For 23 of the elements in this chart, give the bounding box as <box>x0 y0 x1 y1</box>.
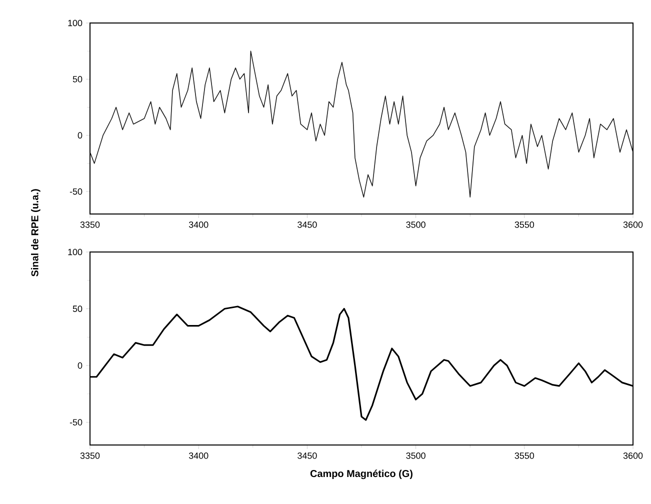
x-tick-label: 3600 <box>623 221 643 228</box>
x-tick-label: 3350 <box>80 452 100 459</box>
y-tick-label: 0 <box>78 132 82 139</box>
x-axis-title: Campo Magnético (G) <box>310 470 412 480</box>
y-axis-title: Sinal de RPE (u.a.) <box>31 189 40 276</box>
y-tick-label: 100 <box>68 20 82 26</box>
x-tick-label: 3400 <box>188 452 208 459</box>
y-tick-label: 50 <box>72 76 82 82</box>
y-tick-label: -50 <box>70 188 82 195</box>
line-series <box>90 50 634 198</box>
x-tick-label: 3350 <box>80 221 100 228</box>
y-tick-label: 50 <box>72 306 82 312</box>
y-tick-label: 0 <box>78 362 82 369</box>
x-tick-label: 3500 <box>406 452 426 459</box>
x-tick-label: 3600 <box>623 452 643 459</box>
y-tick-label: -50 <box>70 419 82 426</box>
x-tick-label: 3450 <box>298 452 317 459</box>
x-tick-label: 3400 <box>188 221 208 228</box>
x-tick-label: 3550 <box>514 452 534 459</box>
x-tick-label: 3550 <box>514 221 534 228</box>
x-tick-label: 3500 <box>406 221 426 228</box>
x-tick-label: 3450 <box>298 221 317 228</box>
y-tick-label: 100 <box>68 248 82 256</box>
